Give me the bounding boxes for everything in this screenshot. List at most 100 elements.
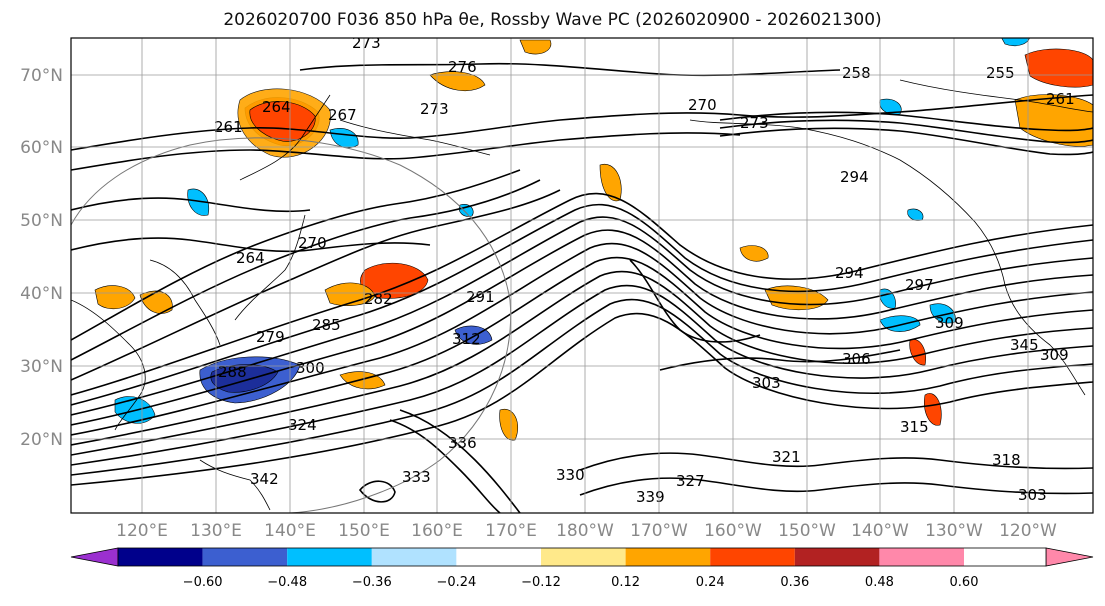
contour-label: 324 (288, 416, 317, 434)
lat-label: 40°N (20, 284, 63, 304)
contour-label: 327 (676, 472, 705, 490)
colorbar: −0.60 −0.48 −0.36 −0.24 −0.12 0.12 0.24 … (70, 547, 1094, 590)
contour-label: 297 (905, 276, 934, 294)
negative-anomaly-patch (187, 188, 210, 216)
positive-anomaly-patch (909, 339, 926, 366)
contour-label: 270 (298, 234, 327, 252)
contour-label: 321 (772, 448, 801, 466)
colorbar-segment (541, 548, 626, 566)
contour-label: 276 (448, 58, 477, 76)
contour-line (299, 62, 841, 77)
positive-anomaly-patch (739, 245, 769, 262)
contour-line (579, 452, 1093, 471)
colorbar-tick-label: 0.24 (696, 575, 725, 590)
colorbar-segment (710, 548, 795, 566)
contour-line (358, 480, 396, 503)
contour-label: 318 (992, 451, 1021, 469)
colorbar-tick-label: −0.36 (352, 575, 392, 590)
colorbar-tick-label: 0.48 (865, 575, 894, 590)
lon-label: 170°W (630, 521, 688, 541)
colorbar-segment (964, 548, 1046, 566)
contour-line (71, 179, 541, 361)
colorbar-extend-low (70, 547, 119, 567)
coastline (199, 459, 271, 511)
contour-line (71, 94, 1093, 151)
contour-line (719, 111, 1093, 132)
contour-line (71, 132, 741, 171)
contour-label: 315 (900, 418, 929, 436)
colorbar-ticks: −0.60 −0.48 −0.36 −0.24 −0.12 0.12 0.24 … (183, 575, 979, 590)
contour-label: 273 (420, 100, 449, 118)
positive-anomaly-patch (519, 39, 552, 55)
contour-label: 261 (1046, 90, 1075, 108)
longitude-labels: 120°E 130°E 140°E 150°E 160°E 170°E 180°… (116, 521, 1057, 541)
lat-label: 50°N (20, 211, 63, 231)
lat-label: 30°N (20, 357, 63, 377)
contour-line (71, 204, 1093, 406)
lon-label: 150°E (338, 521, 390, 541)
contour-label: 300 (296, 359, 325, 377)
contour-label: 261 (214, 118, 243, 136)
contour-line (71, 197, 311, 213)
colorbar-segment (879, 548, 964, 566)
positive-anomaly-patch (249, 101, 316, 142)
contour-label: 306 (842, 350, 871, 368)
colorbar-segment (371, 548, 457, 566)
contour-line (579, 477, 1093, 496)
lon-label: 120°E (116, 521, 168, 541)
contour-line (719, 119, 1093, 144)
contour-line (719, 127, 1093, 156)
lon-label: 150°W (778, 521, 836, 541)
contour-label: 294 (835, 264, 864, 282)
lon-label: 180°W (556, 521, 614, 541)
positive-anomaly-patch (1024, 48, 1093, 88)
contour-line (71, 189, 561, 381)
contour-label: 336 (448, 434, 477, 452)
positive-anomaly-patch (924, 393, 942, 426)
contour-line (71, 298, 1093, 476)
contour-line (71, 284, 1093, 466)
contour-label: 279 (256, 328, 285, 346)
lon-label: 130°W (925, 521, 983, 541)
anomaly-shading (94, 38, 1093, 441)
contour-label: 258 (842, 64, 871, 82)
contour-line (71, 242, 1093, 436)
contour-label: 270 (688, 96, 717, 114)
lon-label: 160°W (704, 521, 762, 541)
negative-anomaly-patch (929, 303, 956, 324)
coastline (71, 299, 146, 431)
contour-label: 303 (1018, 486, 1047, 504)
contour-label: 312 (452, 330, 481, 348)
lon-label: 160°E (411, 521, 463, 541)
colorbar-tick-label: 0.36 (780, 575, 809, 590)
colorbar-segment (625, 548, 711, 566)
colorbar-tick-label: −0.12 (521, 575, 561, 590)
coastline (689, 119, 976, 223)
colorbar-tick-label: 0.12 (611, 575, 640, 590)
positive-anomaly-patch (429, 71, 486, 91)
graticule (71, 38, 1093, 513)
contour-label: 309 (935, 314, 964, 332)
contour-label: 273 (352, 34, 381, 52)
contour-label: 288 (218, 363, 247, 381)
contour-label: 255 (986, 64, 1015, 82)
contour-label: 291 (466, 288, 495, 306)
contour-label: 339 (636, 488, 665, 506)
contour-label: 345 (1010, 336, 1039, 354)
colorbar-segment (202, 548, 288, 566)
contour-line (71, 192, 1093, 396)
lat-label: 70°N (20, 66, 63, 86)
contour-label: 294 (840, 168, 869, 186)
contour-line (71, 270, 1093, 456)
positive-anomaly-patch (94, 285, 136, 310)
contour-line (399, 409, 521, 513)
negative-anomaly-patch (1001, 38, 1030, 46)
contour-label: 309 (1040, 346, 1069, 364)
coastline (234, 214, 306, 321)
coastline (149, 259, 221, 346)
colorbar-tick-label: −0.24 (436, 575, 476, 590)
contour-line (389, 419, 501, 513)
colorbar-extend-high (1045, 547, 1094, 567)
colorbar-segment (456, 548, 541, 566)
